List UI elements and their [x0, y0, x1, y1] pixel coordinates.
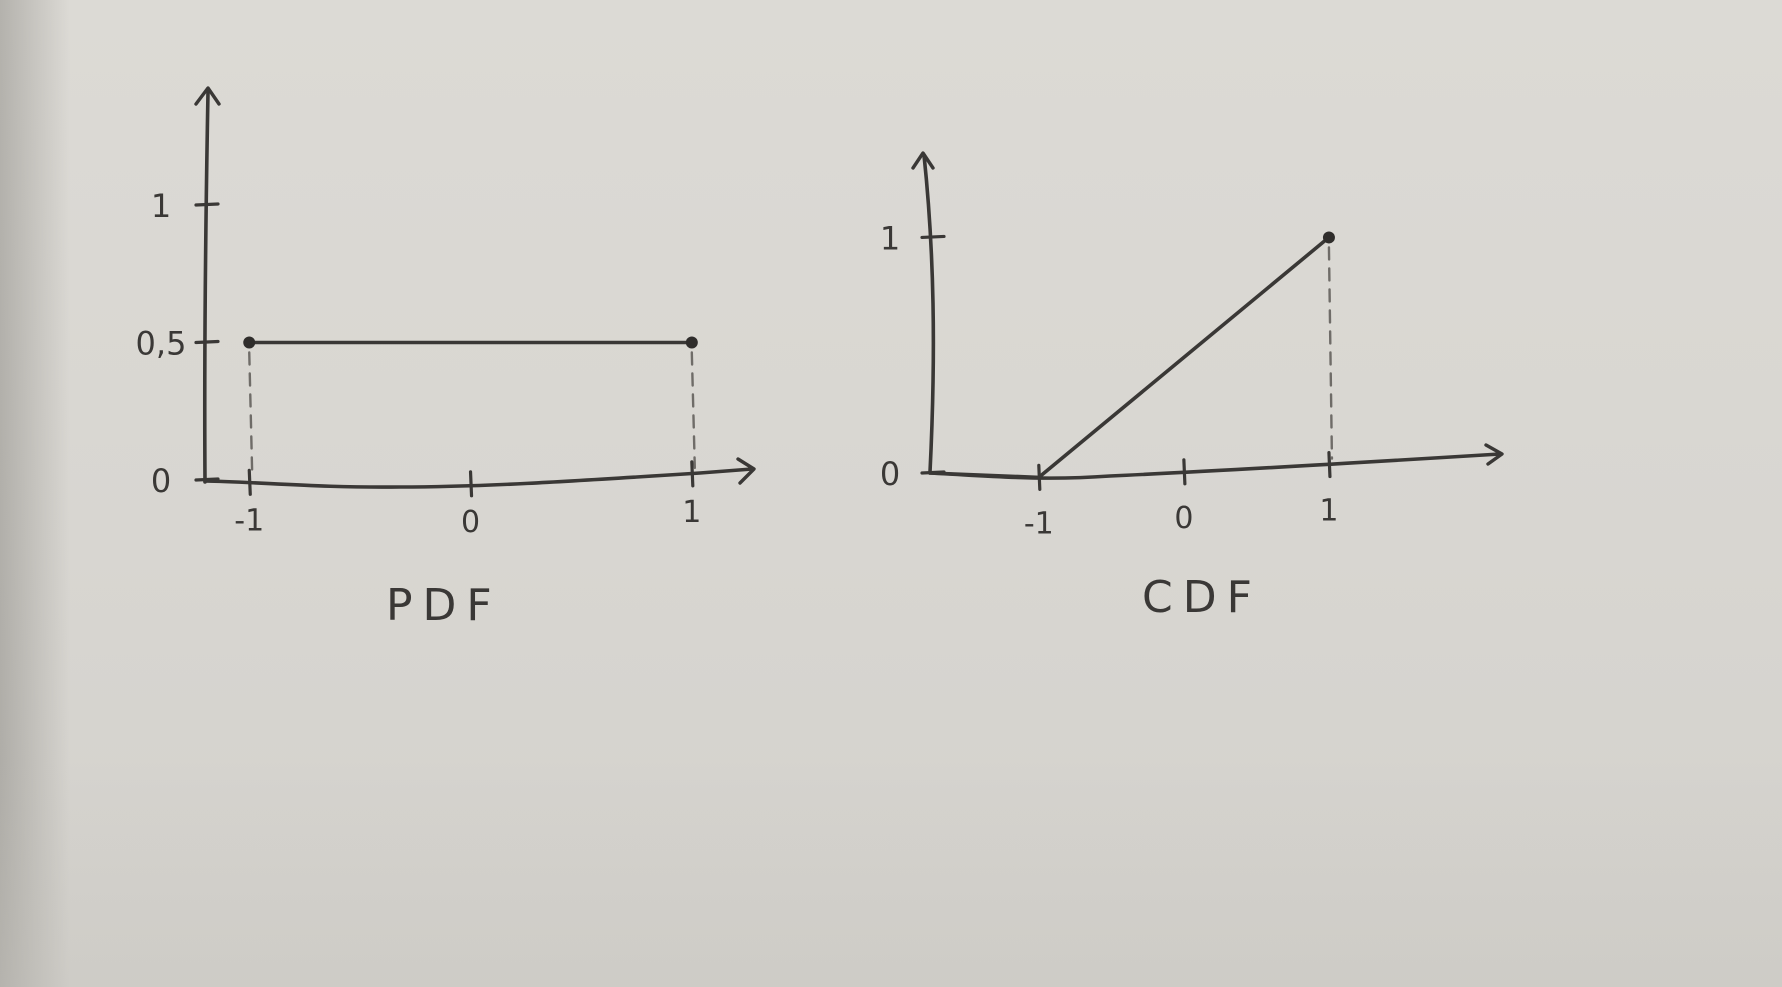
pdf-y-tick-label: 0,5	[136, 325, 187, 363]
cdf-x-tick-label: -1	[1024, 506, 1054, 541]
pdf-x-tick-label: 0	[461, 505, 480, 540]
pdf-x-tick	[690, 460, 695, 488]
pdf-x-tick	[247, 468, 252, 496]
cdf-y-tick-label: 0	[880, 455, 900, 493]
pdf-chart: 0 0,5 1 -1 0 1 PDF	[136, 86, 756, 631]
pdf-x-tick	[468, 470, 474, 498]
pdf-title: PDF	[386, 580, 502, 631]
pdf-x-axis	[203, 467, 754, 489]
cdf-series-line	[928, 235, 1331, 480]
pdf-y-axis	[202, 90, 210, 484]
pdf-x-axis-arrowhead	[736, 457, 756, 485]
pdf-y-tick-label: 1	[151, 187, 171, 225]
pdf-endpoint-dot	[685, 336, 698, 349]
cdf-y-tick-label: 1	[880, 219, 900, 257]
cdf-x-tick	[1327, 450, 1332, 479]
cdf-chart: 0 1 -1 0 1 CDF	[880, 151, 1504, 623]
cdf-x-axis	[928, 452, 1502, 480]
cdf-x-tick-label: 1	[1319, 494, 1338, 529]
pdf-y-axis-arrowhead	[194, 86, 221, 106]
cdf-y-axis-arrowhead	[911, 151, 935, 170]
pdf-guide-line	[248, 351, 254, 478]
cdf-y-axis	[922, 153, 936, 474]
cdf-x-tick	[1182, 458, 1187, 486]
cdf-x-axis-arrowhead	[1484, 443, 1504, 466]
pdf-y-tick	[194, 339, 220, 345]
cdf-title: CDF	[1142, 572, 1262, 623]
pdf-y-tick-label: 0	[151, 462, 171, 500]
pdf-x-tick-label: -1	[234, 503, 264, 538]
pdf-y-tick	[194, 477, 220, 482]
cdf-y-tick	[920, 234, 946, 240]
cdf-x-tick-label: 0	[1174, 501, 1193, 536]
pdf-endpoint-dot	[243, 336, 256, 349]
pdf-y-tick	[194, 202, 220, 207]
cdf-guide-line	[1327, 246, 1334, 460]
pdf-x-tick-label: 1	[682, 495, 701, 530]
pdf-guide-line	[690, 351, 697, 470]
cdf-endpoint-dot	[1322, 231, 1335, 244]
